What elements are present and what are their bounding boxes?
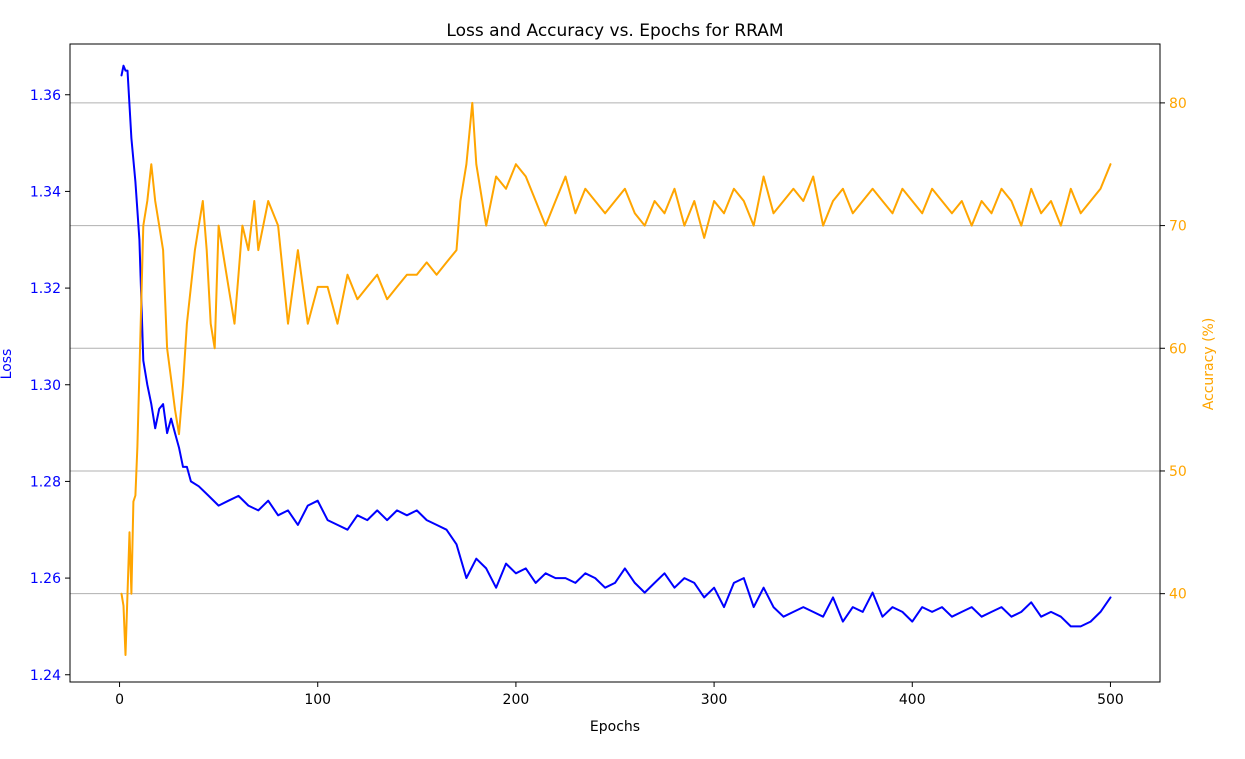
x-tick-label-0: 0 bbox=[115, 692, 124, 708]
left-y-tick-label-4: 1.32 bbox=[30, 281, 61, 297]
x-tick-label-5: 500 bbox=[1097, 692, 1124, 708]
right-y-axis-label: Accuracy (%) bbox=[1201, 318, 1217, 411]
left-y-tick-label-2: 1.28 bbox=[30, 474, 61, 490]
left-y-tick-label-3: 1.30 bbox=[30, 378, 61, 394]
chart-title: Loss and Accuracy vs. Epochs for RRAM bbox=[446, 21, 783, 41]
left-y-axis-ticks: 1.24 1.26 1.28 1.30 1.32 1.34 1.36 bbox=[30, 88, 70, 684]
accuracy-series-line bbox=[120, 101, 1112, 656]
left-y-axis-label: Loss bbox=[0, 349, 15, 380]
right-y-tick-label-4: 80 bbox=[1169, 96, 1187, 112]
left-y-tick-label-0: 1.24 bbox=[30, 668, 61, 684]
right-y-tick-label-3: 70 bbox=[1169, 219, 1187, 235]
series-lines bbox=[120, 64, 1112, 656]
right-y-axis-ticks: 40 50 60 70 80 bbox=[1160, 96, 1187, 603]
right-y-tick-label-2: 60 bbox=[1169, 341, 1187, 357]
x-axis-label: Epochs bbox=[590, 719, 640, 735]
x-tick-label-3: 300 bbox=[701, 692, 728, 708]
right-y-tick-label-1: 50 bbox=[1169, 464, 1187, 480]
loss-series-line bbox=[120, 64, 1112, 628]
right-y-tick-label-0: 40 bbox=[1169, 587, 1187, 603]
x-tick-label-2: 200 bbox=[503, 692, 530, 708]
x-tick-label-4: 400 bbox=[899, 692, 926, 708]
left-y-tick-label-6: 1.36 bbox=[30, 88, 61, 104]
left-y-tick-label-1: 1.26 bbox=[30, 571, 61, 587]
x-axis-ticks: 0 100 200 300 400 500 bbox=[115, 682, 1124, 708]
left-y-tick-label-5: 1.34 bbox=[30, 184, 61, 200]
plot-frame bbox=[69, 43, 1161, 683]
x-tick-label-1: 100 bbox=[304, 692, 331, 708]
